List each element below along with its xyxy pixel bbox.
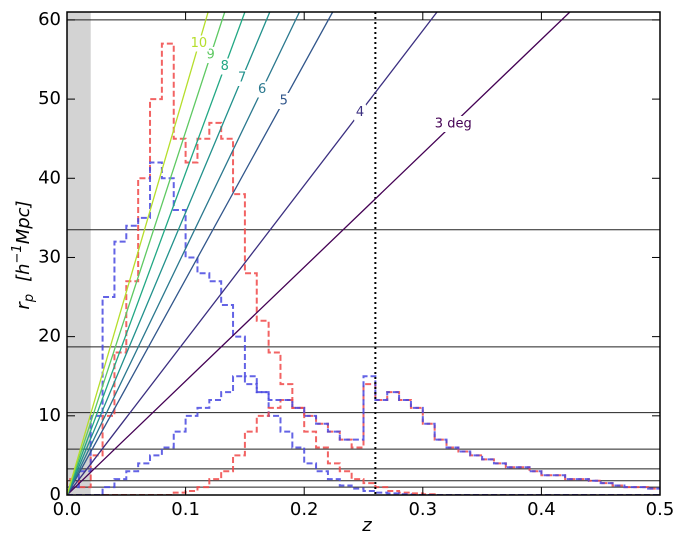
histogram — [67, 375, 660, 495]
x-tick-label: 0.3 — [408, 499, 437, 520]
x-axis-label: z — [361, 515, 372, 536]
angle-label: 5 — [280, 94, 288, 109]
x-tick-label: 0.1 — [171, 499, 200, 520]
y-label-part: r — [13, 301, 34, 310]
x-tick-label: 0.4 — [527, 499, 556, 520]
x-tick-label: 0.2 — [290, 499, 319, 520]
y-label-part: [h — [13, 263, 34, 281]
y-tick-label: 50 — [38, 88, 61, 109]
angle-label: 10 — [191, 36, 208, 51]
label-bg — [218, 58, 231, 75]
angle-line — [67, 12, 271, 495]
y-tick-label: 10 — [38, 405, 61, 426]
histogram — [67, 42, 660, 495]
angle-label: 6 — [258, 82, 266, 97]
x-tick-label: 0.0 — [53, 499, 82, 520]
y-tick-label: 30 — [38, 246, 61, 267]
angle-label: 9 — [207, 48, 215, 63]
y-tick-label: 0 — [50, 484, 61, 505]
angle-line — [67, 12, 209, 495]
plot-frame — [66, 11, 661, 496]
histogram — [67, 161, 660, 495]
angle-line — [67, 12, 571, 495]
label-bg — [188, 35, 209, 52]
label-bg — [354, 104, 367, 121]
y-label-part: Mpc] — [13, 200, 34, 244]
label-bg — [236, 70, 249, 86]
x-tick-label: 0.5 — [646, 499, 675, 520]
angle-line — [67, 12, 246, 495]
y-axis-label: rp [h−1Mpc] — [10, 200, 37, 309]
angle-label: 3 deg — [435, 117, 472, 132]
angle-label: 8 — [221, 59, 229, 74]
angle-label: 7 — [238, 71, 246, 86]
y-label-part: −1 — [10, 244, 25, 263]
angle-line — [67, 12, 226, 495]
angle-label: 4 — [356, 105, 364, 120]
angle-line — [67, 12, 438, 495]
y-label-part: p — [22, 294, 37, 303]
label-bg — [256, 81, 269, 98]
y-tick-label: 60 — [38, 9, 61, 30]
y-tick-label: 20 — [38, 326, 61, 347]
label-bg — [277, 93, 290, 109]
angle-line — [67, 12, 334, 495]
y-tick-label: 40 — [38, 167, 61, 188]
shaded-region — [67, 12, 91, 495]
label-bg — [431, 116, 476, 132]
